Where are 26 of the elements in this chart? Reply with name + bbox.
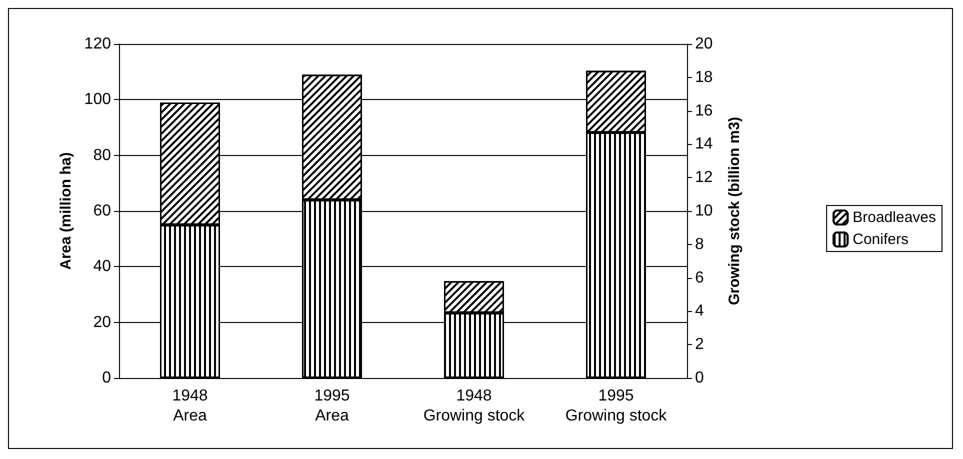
y-axis-title: Area (million ha): [57, 152, 74, 270]
y2-tick-label: 2: [695, 336, 704, 354]
x-tick-label: 1948 Growing stock: [423, 388, 526, 424]
y2-tick-label: 4: [695, 302, 704, 320]
y2-tick-label: 10: [695, 202, 713, 220]
y-tick-label: 100: [84, 91, 112, 108]
y-tick-label: 20: [93, 314, 112, 331]
y2-tick-label: 12: [695, 169, 713, 186]
y-tick-label: 120: [84, 36, 112, 52]
y2-tick-label: 0: [695, 370, 704, 386]
x-tick-label: 1948 Area: [172, 388, 208, 424]
y2-tick-label: 20: [695, 36, 713, 52]
legend-label: Broadleaves: [852, 209, 936, 226]
y2-tick-label: 6: [695, 269, 704, 286]
y2-axis-title: Growing stock (billion m3): [726, 116, 743, 306]
y-tick-label: 60: [93, 202, 112, 220]
y-tick-label: 80: [93, 146, 112, 164]
y2-tick-label: 16: [695, 102, 713, 120]
legend-label: Conifers: [852, 231, 908, 248]
x-tick-label: 1995 Area: [314, 388, 350, 424]
y2-tick-label: 8: [695, 236, 704, 253]
y2-tick-label: 14: [695, 136, 713, 153]
y-tick-label: 0: [102, 370, 112, 386]
y2-tick-label: 18: [695, 68, 713, 86]
x-tick-label: 1995 Growing stock: [565, 388, 668, 424]
y-tick-label: 40: [93, 258, 112, 276]
